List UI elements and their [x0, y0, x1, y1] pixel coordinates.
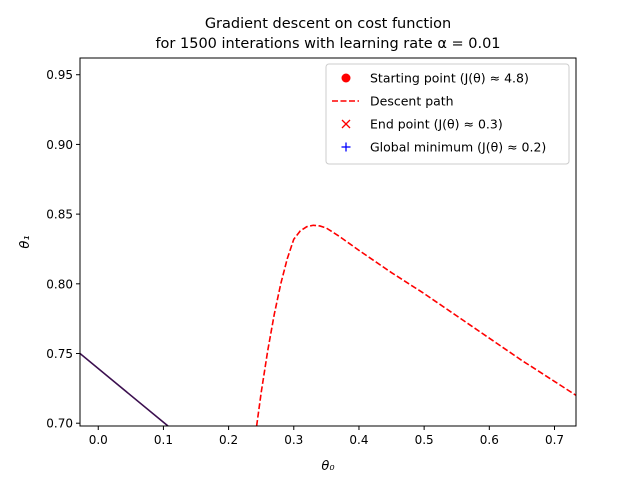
y-tick-label: 0.85 — [46, 208, 73, 222]
x-tick-label: 0.0 — [89, 433, 108, 447]
legend-entry-label: Starting point (J(θ) ≈ 4.8) — [370, 71, 529, 86]
x-tick-label: 0.4 — [349, 433, 368, 447]
x-tick-label: 0.1 — [154, 433, 173, 447]
contour-line-1 — [80, 352, 169, 426]
axes-frame — [79, 57, 577, 427]
legend-entry-label: Descent path — [370, 94, 454, 109]
y-tick-label: 0.80 — [46, 277, 73, 291]
chart-title-line1: Gradient descent on cost function — [205, 16, 451, 32]
x-tick-label: 0.5 — [415, 433, 434, 447]
descent-path-line — [255, 224, 576, 426]
y-tick-label: 0.90 — [46, 138, 73, 152]
y-tick-label: 0.70 — [46, 417, 73, 431]
legend-entry-label: Global minimum (J(θ) ≈ 0.2) — [370, 140, 546, 155]
legend-box — [325, 63, 570, 165]
legend-end-marker — [341, 119, 351, 129]
x-axis-ticks: 0.0 0.1 0.2 0.3 0.4 0.5 0.6 0.7 — [89, 426, 564, 447]
x-axis-label: θ₀ — [321, 459, 335, 474]
x-tick-label: 0.2 — [219, 433, 238, 447]
legend-entry-label: End point (J(θ) ≈ 0.3) — [370, 117, 503, 132]
plot-area — [80, 224, 576, 426]
x-tick-label: 0.7 — [545, 433, 564, 447]
y-tick-label: 0.95 — [46, 68, 73, 82]
y-axis-ticks: 0.70 0.75 0.80 0.85 0.90 0.95 — [46, 68, 80, 431]
chart-title-line2: for 1500 interations with learning rate … — [155, 36, 500, 52]
x-tick-label: 0.6 — [480, 433, 499, 447]
x-tick-label: 0.3 — [284, 433, 303, 447]
y-axis-label: θ₁ — [18, 235, 33, 248]
y-tick-label: 0.75 — [46, 347, 73, 361]
legend: Starting point (J(θ) ≈ 4.8) Descent path E… — [325, 63, 570, 165]
legend-minimum-marker — [341, 142, 351, 152]
legend-start-marker — [341, 73, 351, 83]
